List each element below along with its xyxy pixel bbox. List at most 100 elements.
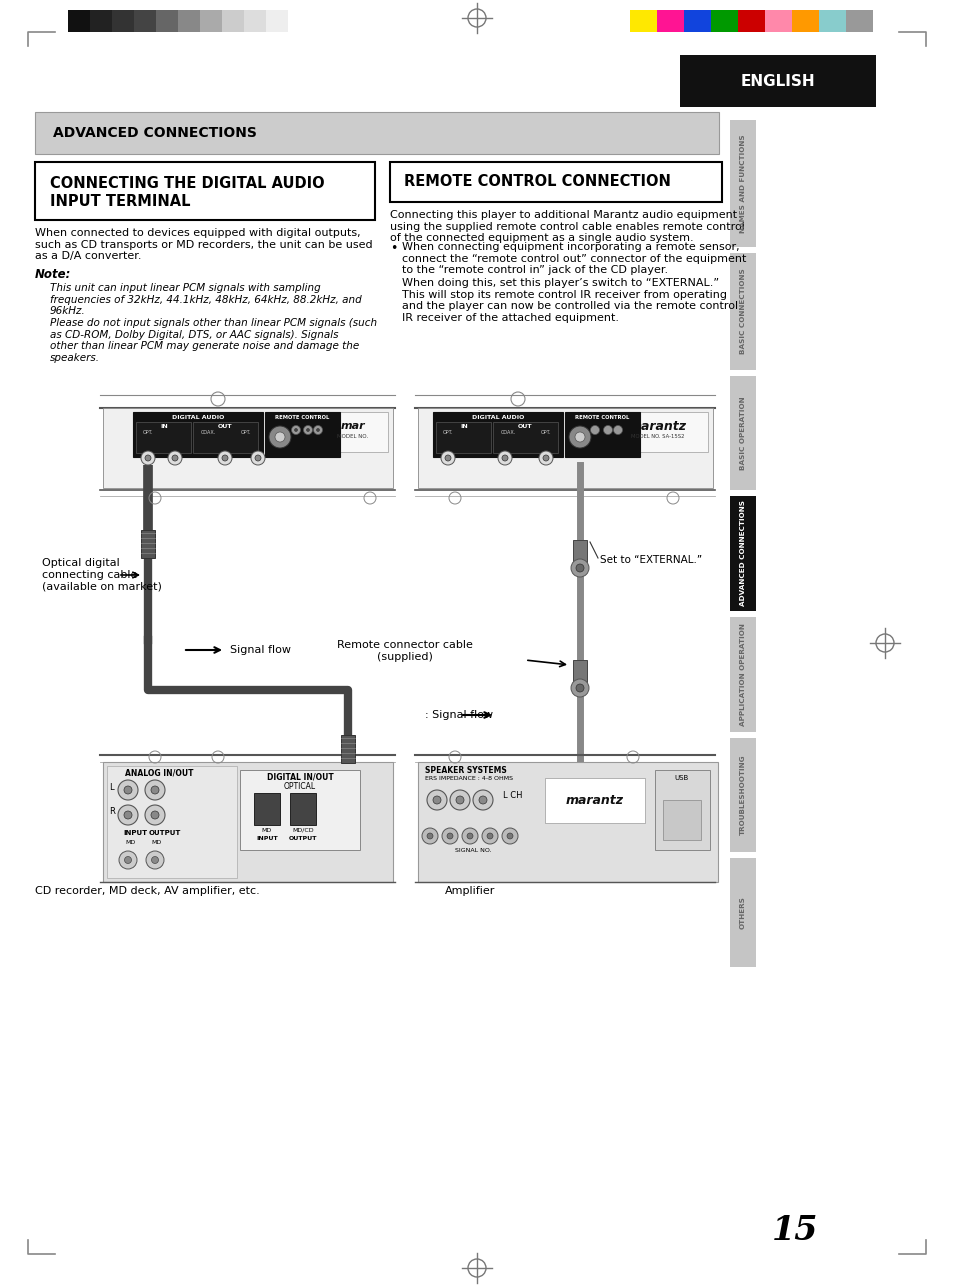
Circle shape: [461, 828, 477, 844]
Bar: [845, 10, 872, 32]
Text: •: •: [390, 242, 397, 255]
Text: Set to “EXTERNAL.”: Set to “EXTERNAL.”: [599, 556, 701, 565]
Bar: [222, 10, 244, 32]
Text: MD: MD: [125, 840, 135, 845]
Text: When doing this, set this player’s switch to “EXTERNAL.”
This will stop its remo: When doing this, set this player’s switc…: [401, 278, 738, 323]
Text: DIGITAL AUDIO: DIGITAL AUDIO: [172, 415, 224, 421]
Circle shape: [613, 426, 622, 435]
Circle shape: [571, 559, 588, 577]
Bar: [390, 162, 721, 202]
Bar: [193, 422, 257, 453]
Bar: [133, 10, 156, 32]
Text: OPTICAL: OPTICAL: [284, 782, 315, 791]
Circle shape: [168, 451, 182, 466]
Bar: [266, 10, 288, 32]
Bar: [103, 408, 393, 487]
Text: L: L: [109, 782, 113, 791]
Text: OUTPUT: OUTPUT: [149, 829, 181, 836]
Bar: [729, 738, 755, 853]
Text: MD: MD: [262, 828, 272, 833]
Text: SPEAKER SYSTEMS: SPEAKER SYSTEMS: [424, 766, 506, 775]
Circle shape: [538, 451, 553, 466]
Text: REMOTE CONTROL: REMOTE CONTROL: [575, 415, 629, 421]
Circle shape: [172, 455, 178, 460]
Text: IN: IN: [459, 424, 467, 430]
Text: 15: 15: [771, 1214, 818, 1246]
Text: MD/CD: MD/CD: [292, 828, 314, 833]
Text: CONNECTING THE DIGITAL AUDIO: CONNECTING THE DIGITAL AUDIO: [50, 176, 324, 192]
Text: Note:: Note:: [35, 267, 71, 282]
Circle shape: [292, 426, 300, 435]
Bar: [417, 408, 712, 487]
Bar: [493, 422, 558, 453]
Text: NAMES AND FUNCTIONS: NAMES AND FUNCTIONS: [740, 134, 745, 233]
Circle shape: [450, 790, 470, 810]
Text: DIGITAL IN/OUT: DIGITAL IN/OUT: [266, 772, 333, 781]
Circle shape: [124, 811, 132, 819]
Bar: [655, 770, 709, 850]
Bar: [417, 763, 718, 882]
Circle shape: [481, 828, 497, 844]
Bar: [662, 800, 700, 840]
Bar: [433, 412, 562, 457]
Circle shape: [590, 426, 598, 435]
Circle shape: [118, 781, 138, 800]
Bar: [141, 530, 154, 558]
Text: marantz: marantz: [628, 421, 686, 433]
Text: R: R: [109, 808, 114, 817]
Circle shape: [118, 805, 138, 826]
Text: COAX.: COAX.: [200, 430, 215, 435]
Circle shape: [145, 805, 165, 826]
Bar: [136, 422, 191, 453]
Bar: [683, 10, 710, 32]
Text: BASIC OPERATION: BASIC OPERATION: [740, 396, 745, 469]
Bar: [818, 10, 845, 32]
Circle shape: [542, 455, 548, 460]
Bar: [103, 763, 393, 882]
Circle shape: [575, 432, 584, 442]
Bar: [240, 770, 359, 850]
Text: L CH: L CH: [502, 791, 522, 800]
Circle shape: [497, 451, 512, 466]
Circle shape: [440, 451, 455, 466]
Circle shape: [152, 856, 158, 863]
Text: INPUT TERMINAL: INPUT TERMINAL: [50, 194, 191, 210]
Bar: [573, 540, 586, 562]
Bar: [68, 10, 90, 32]
Text: ADVANCED CONNECTIONS: ADVANCED CONNECTIONS: [740, 500, 745, 607]
Circle shape: [124, 786, 132, 793]
Circle shape: [254, 455, 261, 460]
Circle shape: [269, 426, 291, 448]
Bar: [35, 162, 375, 220]
Text: SIGNAL NO.: SIGNAL NO.: [455, 847, 491, 853]
Bar: [178, 10, 200, 32]
Circle shape: [473, 790, 493, 810]
Text: BASIC CONNECTIONS: BASIC CONNECTIONS: [740, 269, 745, 355]
Bar: [35, 112, 719, 154]
Bar: [729, 376, 755, 490]
Circle shape: [444, 455, 451, 460]
Bar: [265, 412, 339, 457]
Circle shape: [251, 451, 265, 466]
Bar: [729, 858, 755, 967]
Bar: [607, 412, 707, 451]
Text: When connected to devices equipped with digital outputs,
such as CD transports o: When connected to devices equipped with …: [35, 228, 373, 261]
Circle shape: [125, 856, 132, 863]
Text: Amplifier: Amplifier: [444, 886, 495, 896]
Text: Connecting this player to additional Marantz audio equipment
using the supplied : Connecting this player to additional Mar…: [390, 210, 744, 243]
Text: INPUT: INPUT: [256, 836, 277, 841]
Text: OUTPUT: OUTPUT: [289, 836, 316, 841]
Text: REMOTE CONTROL CONNECTION: REMOTE CONTROL CONNECTION: [403, 175, 670, 189]
Circle shape: [571, 679, 588, 697]
Circle shape: [145, 455, 151, 460]
Circle shape: [274, 432, 285, 442]
Bar: [679, 55, 875, 107]
Circle shape: [151, 786, 159, 793]
Bar: [112, 10, 133, 32]
Bar: [657, 10, 683, 32]
Text: marantz: marantz: [565, 793, 623, 806]
Bar: [738, 10, 764, 32]
Text: MODEL NO. SA-15S2: MODEL NO. SA-15S2: [631, 433, 684, 439]
Circle shape: [316, 428, 319, 432]
Circle shape: [568, 426, 590, 448]
